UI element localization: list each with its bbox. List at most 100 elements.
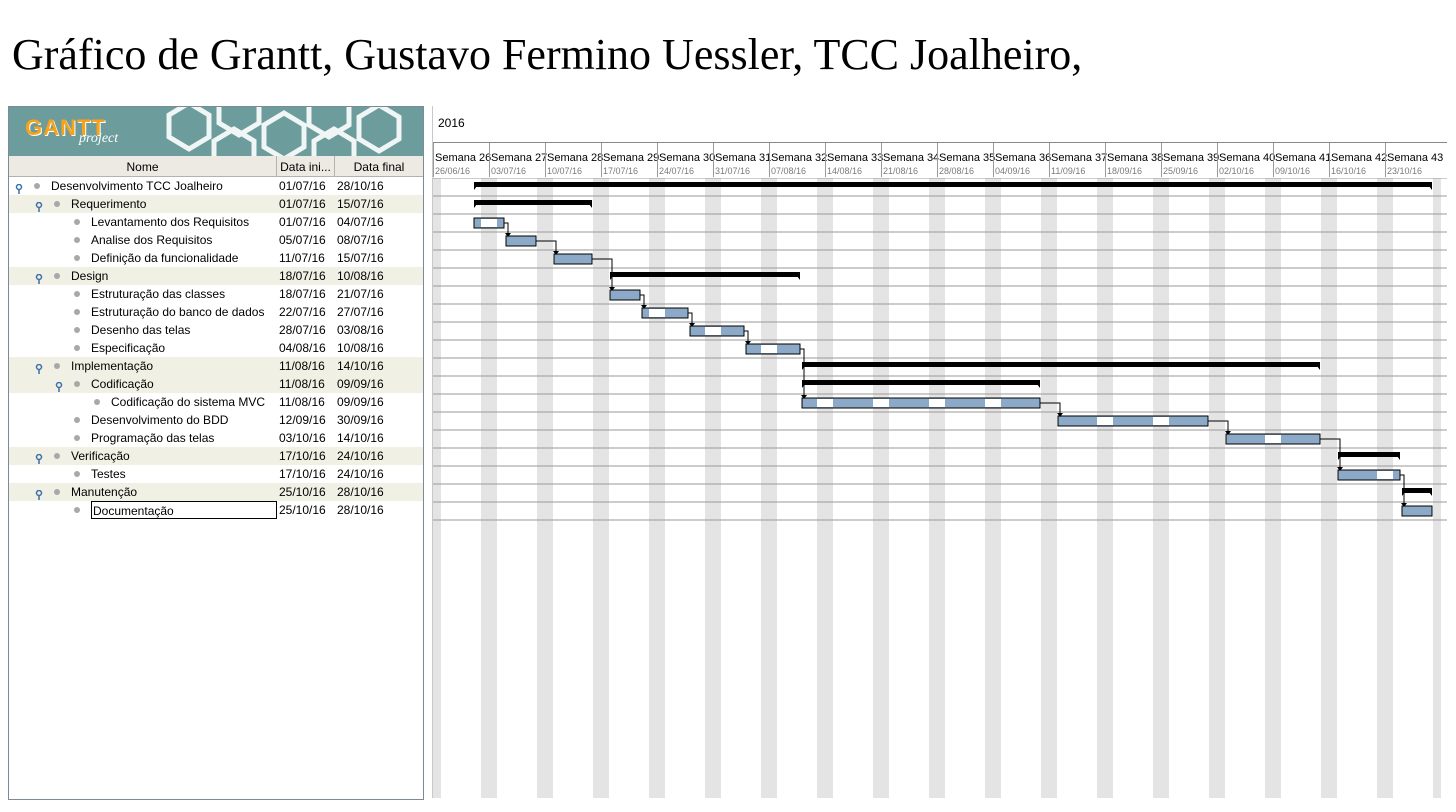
hexagon-pattern <box>166 107 402 156</box>
task-start-date[interactable]: 05/07/16 <box>279 233 326 247</box>
task-name[interactable]: Programação das telas <box>91 431 215 445</box>
task-row[interactable]: Codificação 11/08/16 09/09/16 <box>9 375 423 393</box>
task-name[interactable]: Analise dos Requisitos <box>91 233 213 247</box>
task-end-date[interactable]: 09/09/16 <box>337 377 384 391</box>
task-start-date[interactable]: 11/08/16 <box>279 377 325 391</box>
task-row[interactable]: Implementação 11/08/16 14/10/16 <box>9 357 423 375</box>
task-start-date[interactable]: 11/08/16 <box>279 395 325 409</box>
gantt-chart-canvas[interactable] <box>433 178 1447 798</box>
expand-toggle-icon[interactable] <box>35 487 43 500</box>
task-row[interactable]: Testes 17/10/16 24/10/16 <box>9 465 423 483</box>
column-header-name[interactable]: Nome <box>9 156 277 176</box>
task-end-date[interactable]: 04/07/16 <box>337 215 384 229</box>
task-row[interactable]: Codificação do sistema MVC 11/08/16 09/09/… <box>9 393 423 411</box>
task-row[interactable]: Especificação 04/08/16 10/08/16 <box>9 339 423 357</box>
task-end-date[interactable]: 30/09/16 <box>337 413 384 427</box>
task-end-date[interactable]: 28/10/16 <box>337 485 384 499</box>
weekend-column <box>825 178 833 798</box>
week-name: Semana 30 <box>659 152 716 164</box>
task-name[interactable]: Verificação <box>71 449 130 463</box>
task-row[interactable]: Levantamento dos Requisitos 01/07/16 04/07… <box>9 213 423 231</box>
task-row[interactable]: Programação das telas 03/10/16 14/10/16 <box>9 429 423 447</box>
task-name[interactable]: Implementação <box>71 359 154 373</box>
task-start-date[interactable]: 11/08/16 <box>279 359 325 373</box>
task-end-date[interactable]: 28/10/16 <box>337 503 384 517</box>
task-start-date[interactable]: 25/10/16 <box>279 485 326 499</box>
column-header-end[interactable]: Data final <box>353 160 405 174</box>
task-end-date[interactable]: 14/10/16 <box>337 431 384 445</box>
task-name[interactable]: Estruturação do banco de dados <box>91 305 265 319</box>
task-bar-weekend-gap <box>705 327 713 335</box>
task-start-date[interactable]: 17/10/16 <box>279 449 326 463</box>
task-row[interactable]: Estruturação do banco de dados 22/07/16 27… <box>9 303 423 321</box>
task-row[interactable]: Estruturação das classes 18/07/16 21/07/16 <box>9 285 423 303</box>
task-name[interactable]: Codificação do sistema MVC <box>111 395 266 409</box>
task-name[interactable]: Definição da funcionalidade <box>91 251 239 265</box>
timeline-week: Semana 35 28/08/16 <box>937 143 995 177</box>
task-start-date[interactable]: 12/09/16 <box>279 413 326 427</box>
task-bar-weekend-gap <box>1265 435 1273 443</box>
task-end-date[interactable]: 10/08/16 <box>337 269 384 283</box>
task-bullet-icon <box>34 183 40 189</box>
expand-toggle-icon[interactable] <box>15 181 23 194</box>
task-end-date[interactable]: 27/07/16 <box>337 305 384 319</box>
task-start-date[interactable]: 03/10/16 <box>279 431 326 445</box>
task-name[interactable]: Levantamento dos Requisitos <box>91 215 250 229</box>
task-start-date[interactable]: 28/07/16 <box>279 323 326 337</box>
column-header-start[interactable]: Data ini... <box>277 156 335 176</box>
task-name[interactable]: Testes <box>91 467 126 481</box>
task-row[interactable]: Desenvolvimento TCC Joalheiro 01/07/16 28/… <box>9 177 423 195</box>
ganttproject-window: GANTT project Nome Data ini... Data fina… <box>6 106 1447 801</box>
task-name[interactable]: Desenvolvimento TCC Joalheiro <box>51 179 223 193</box>
task-name[interactable]: Especificação <box>91 341 166 355</box>
task-start-date[interactable]: 04/08/16 <box>279 341 326 355</box>
task-name[interactable]: Desenho das telas <box>91 323 191 337</box>
task-row[interactable]: Requerimento 01/07/16 15/07/16 <box>9 195 423 213</box>
task-end-date[interactable]: 09/09/16 <box>337 395 384 409</box>
task-start-date[interactable]: 01/07/16 <box>279 215 326 229</box>
week-date: 09/10/16 <box>1275 166 1311 176</box>
task-end-date[interactable]: 03/08/16 <box>337 323 384 337</box>
task-name[interactable]: Codificação <box>91 377 154 391</box>
task-start-date[interactable]: 17/10/16 <box>279 467 326 481</box>
task-row[interactable]: Definição da funcionalidade 11/07/16 15/07… <box>9 249 423 267</box>
dependency-line <box>640 294 645 307</box>
task-end-date[interactable]: 21/07/16 <box>337 287 384 301</box>
task-name[interactable]: Design <box>71 269 109 283</box>
expand-toggle-icon[interactable] <box>55 379 63 392</box>
task-start-date[interactable]: 22/07/16 <box>279 305 326 319</box>
task-row[interactable]: Verificação 17/10/16 24/10/16 <box>9 447 423 465</box>
task-start-date[interactable]: 18/07/16 <box>279 287 326 301</box>
task-end-date[interactable]: 10/08/16 <box>337 341 384 355</box>
task-row[interactable]: Design 18/07/16 10/08/16 <box>9 267 423 285</box>
task-start-date[interactable]: 01/07/16 <box>279 197 326 211</box>
task-start-date[interactable]: 25/10/16 <box>279 503 326 517</box>
expand-toggle-icon[interactable] <box>35 361 43 374</box>
task-start-date[interactable]: 01/07/16 <box>279 179 326 193</box>
task-end-date[interactable]: 15/07/16 <box>337 251 384 265</box>
task-row[interactable]: Desenho das telas 28/07/16 03/08/16 <box>9 321 423 339</box>
task-end-date[interactable]: 15/07/16 <box>337 197 384 211</box>
task-end-date[interactable]: 24/10/16 <box>337 449 384 463</box>
task-end-date[interactable]: 24/10/16 <box>337 467 384 481</box>
task-start-date[interactable]: 11/07/16 <box>279 251 325 265</box>
task-name[interactable]: Documentação <box>91 501 277 519</box>
task-row[interactable]: Documentação 25/10/16 28/10/16 <box>9 501 423 519</box>
task-row[interactable]: Analise dos Requisitos 05/07/16 08/07/16 <box>9 231 423 249</box>
expand-toggle-icon[interactable] <box>35 271 43 284</box>
task-name[interactable]: Requerimento <box>71 197 147 211</box>
weekend-column <box>1273 178 1281 798</box>
task-bar-weekend-gap <box>1385 471 1393 479</box>
task-name[interactable]: Manutenção <box>71 485 138 499</box>
task-start-date[interactable]: 18/07/16 <box>279 269 326 283</box>
task-row[interactable]: Manutenção 25/10/16 28/10/16 <box>9 483 423 501</box>
expand-toggle-icon[interactable] <box>35 451 43 464</box>
task-name[interactable]: Estruturação das classes <box>91 287 226 301</box>
task-end-date[interactable]: 28/10/16 <box>337 179 384 193</box>
expand-toggle-icon[interactable] <box>35 199 43 212</box>
task-end-date[interactable]: 14/10/16 <box>337 359 384 373</box>
weekend-column <box>761 178 769 798</box>
task-end-date[interactable]: 08/07/16 <box>337 233 384 247</box>
task-row[interactable]: Desenvolvimento do BDD 12/09/16 30/09/16 <box>9 411 423 429</box>
task-name[interactable]: Desenvolvimento do BDD <box>91 413 229 427</box>
